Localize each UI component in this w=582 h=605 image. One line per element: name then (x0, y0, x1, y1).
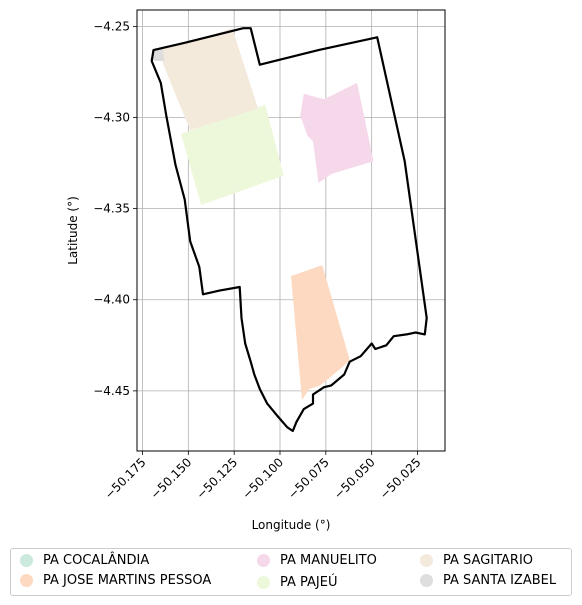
legend-label: PA SANTA IZABEL (443, 573, 557, 588)
y-tick-label: −4.35 (93, 202, 130, 216)
x-axis-label: Longitude (°) (252, 518, 331, 532)
legend-marker-icon (257, 576, 270, 589)
x-tick-label: −50.050 (331, 455, 378, 502)
municipality-boundary (150, 27, 428, 433)
y-tick-label: −4.40 (93, 293, 130, 307)
legend-item: PA MANUELITO (257, 553, 377, 568)
legend-label: PA JOSE MARTINS PESSOA (43, 573, 212, 588)
legend-item: PA JOSE MARTINS PESSOA (20, 573, 211, 588)
legend-item: PA COCALÂNDIA (20, 553, 149, 568)
settlement-polygon (291, 265, 350, 400)
x-tick-label: −50.175 (102, 455, 149, 502)
y-tick-label: −4.25 (93, 19, 130, 33)
legend-item: PA SAGITARIO (420, 553, 533, 568)
settlement-polygon (151, 48, 165, 61)
y-tick-label: −4.30 (93, 111, 130, 125)
legend-marker-icon (420, 574, 433, 587)
legend-label: PA PAJEÚ (280, 575, 338, 590)
x-tick-label: −50.125 (194, 455, 241, 502)
x-tick-label: −50.025 (377, 455, 424, 502)
legend-marker-icon (257, 554, 270, 567)
legend-marker-icon (420, 554, 433, 567)
settlement-polygons (151, 28, 374, 400)
x-tick-label: −50.100 (239, 455, 286, 502)
y-tick-label: −4.45 (93, 384, 130, 398)
legend-label: PA SAGITARIO (443, 553, 534, 568)
x-tick-label: −50.075 (285, 455, 332, 502)
legend-marker-icon (20, 554, 33, 567)
legend-label: PA MANUELITO (280, 553, 377, 568)
legend-item: PA SANTA IZABEL (420, 573, 556, 588)
legend: PA COCALÂNDIA PA JOSE MARTINS PESSOA PA … (10, 548, 572, 596)
settlement-polygon (181, 104, 284, 205)
settlement-polygon (162, 28, 258, 131)
plot-frame (136, 9, 446, 452)
y-axis-label: Latitude (°) (66, 196, 80, 265)
legend-item: PA PAJEÚ (257, 575, 338, 590)
legend-marker-icon (20, 574, 33, 587)
boundary-outline (150, 27, 428, 433)
x-tick-label: −50.150 (148, 455, 195, 502)
settlement-polygon (300, 82, 374, 184)
legend-label: PA COCALÂNDIA (43, 553, 150, 568)
